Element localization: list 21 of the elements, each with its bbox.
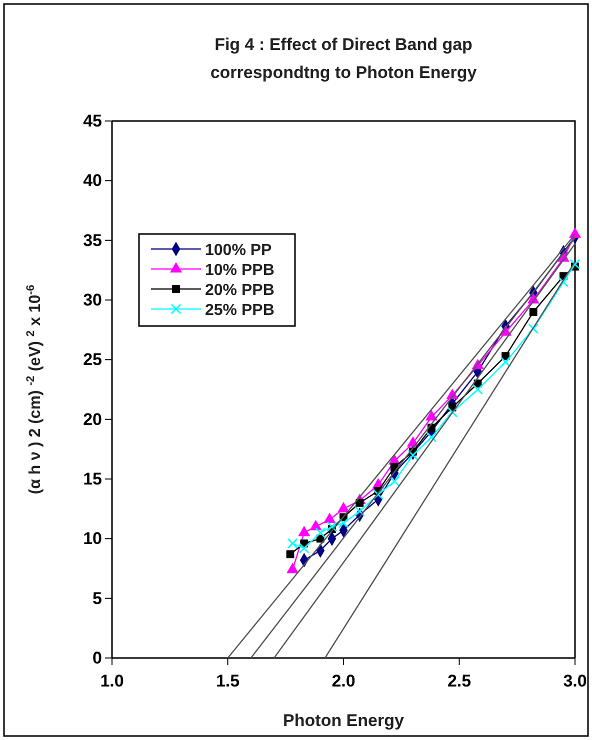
x-axis-title: Photon Energy xyxy=(283,711,404,730)
y-tick-label: 0 xyxy=(92,648,102,668)
y-tick-label: 15 xyxy=(83,469,102,488)
legend-label: 10% PPB xyxy=(205,262,274,279)
y-tick-label: 40 xyxy=(83,171,102,190)
x-tick-label: 1.0 xyxy=(100,672,124,691)
y-tick-label: 5 xyxy=(92,588,102,608)
x-tick-label: 2.0 xyxy=(332,672,356,691)
y-tick-label: 20 xyxy=(83,410,102,429)
x-tick-label: 2.5 xyxy=(447,672,472,691)
y-tick-label: 10 xyxy=(83,529,102,548)
x-tick-label: 1.5 xyxy=(216,672,240,691)
y-tick-label: 35 xyxy=(83,230,102,250)
legend-label: 20% PPB xyxy=(205,282,274,299)
y-tick-label: 30 xyxy=(83,290,102,310)
y-tick-label: 45 xyxy=(83,111,102,130)
chart-title: Fig 4 : Effect of Direct Band gap correspondtng to Photon Energy xyxy=(210,35,478,82)
x-tick-label: 3.0 xyxy=(563,672,587,691)
legend-label: 100% PP xyxy=(205,242,272,259)
legend-label: 25% PPB xyxy=(205,302,274,319)
y-tick-label: 25 xyxy=(83,350,102,370)
